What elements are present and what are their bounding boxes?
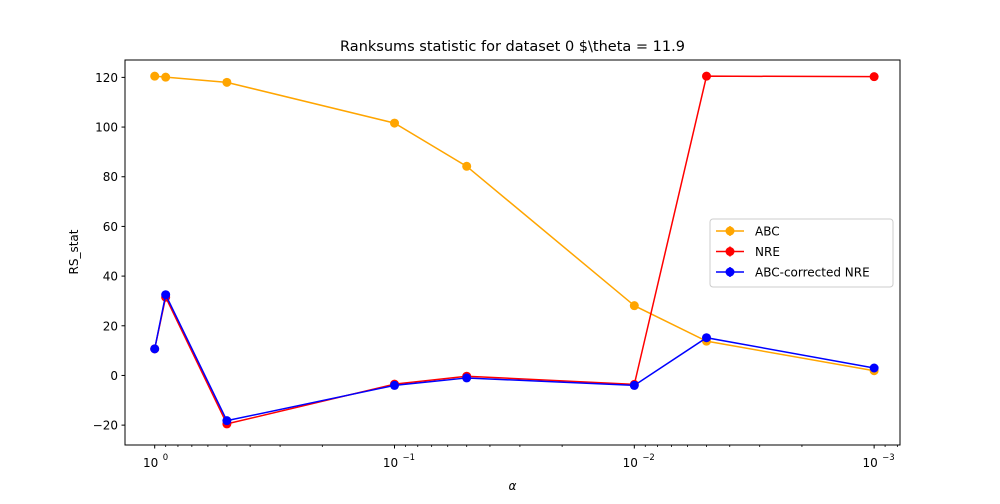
y-axis-title: RS_stat [67,229,81,274]
x-tick-exponent: −3 [882,453,895,463]
data-point [869,72,879,82]
data-point [390,380,400,390]
y-tick-label: 20 [103,319,118,333]
legend-marker [725,267,735,277]
data-point [222,77,232,87]
x-tick-exponent: −2 [642,453,655,463]
data-point [390,118,400,128]
data-point [702,71,712,81]
legend-label: ABC-corrected NRE [755,266,870,280]
x-tick-label: 10 [862,456,877,470]
data-point [161,290,171,300]
y-tick-label: 120 [95,71,118,85]
y-tick-label: 0 [110,369,118,383]
y-tick-label: −20 [93,419,118,433]
data-point [869,363,879,373]
data-point [150,71,160,81]
x-tick-exponent: −1 [403,453,416,463]
legend-box [709,218,894,288]
data-point [462,373,472,383]
plot-frame [124,59,901,446]
legend-marker [725,247,735,256]
data-point [150,344,160,354]
y-tick-label: 60 [103,220,118,234]
x-tick-label: 10 [143,456,158,470]
legend-label: ABC [755,225,780,239]
y-tick-label: 80 [103,170,118,184]
data-point [629,301,639,311]
series-line [154,75,875,372]
x-tick-label: 10 [383,456,398,470]
data-point [222,416,232,426]
legend-marker [725,226,735,236]
data-point [702,333,712,343]
data-point [629,380,639,390]
series [150,71,879,429]
legend-label: NRE [755,245,780,259]
data-point [462,161,472,171]
series-line [153,75,875,425]
x-tick-exponent: 0 [163,453,168,463]
chart-title: Ranksums statistic for dataset 0 $\theta… [340,39,685,55]
y-tick-label: 100 [95,121,118,135]
x-axis-title: α [509,479,517,493]
series-line [153,292,875,422]
legend: ABC NRE ABC-corrected NRE [709,218,894,288]
y-tick-label: 40 [103,270,118,284]
x-tick-label: 10 [623,456,638,470]
data-point [161,72,171,82]
